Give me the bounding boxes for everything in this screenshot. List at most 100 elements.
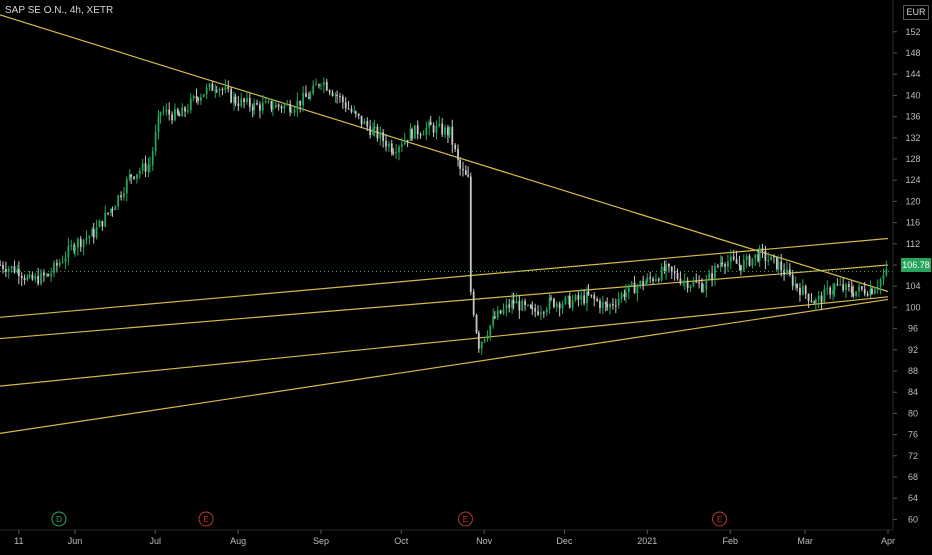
candle-body: [138, 170, 141, 175]
trendline[interactable]: [0, 0, 889, 293]
candle-body: [869, 288, 872, 296]
candle-body: [804, 285, 807, 294]
earnings-marker[interactable]: [457, 511, 473, 527]
candle-body: [845, 284, 847, 291]
candle-body: [574, 295, 577, 301]
candle-body: [545, 309, 548, 313]
candle-body: [215, 90, 218, 92]
candle-body: [184, 107, 186, 112]
candle-body: [714, 265, 716, 280]
candle-body: [409, 129, 412, 141]
time-tick-label: Sep: [313, 536, 329, 546]
candle-body: [742, 259, 745, 271]
candle-body: [568, 296, 571, 308]
trendline[interactable]: [0, 237, 889, 319]
candle-body: [400, 144, 403, 147]
candle-body: [120, 195, 122, 198]
candle-body: [88, 236, 91, 238]
candle-body: [98, 220, 101, 228]
candle-body: [596, 299, 598, 301]
candle-body: [850, 286, 853, 293]
candle-body: [553, 298, 555, 307]
candle-body: [110, 208, 112, 213]
trendline[interactable]: [0, 264, 889, 340]
candle-body: [451, 126, 454, 145]
candle-body: [537, 311, 539, 315]
candle-body: [475, 314, 478, 333]
candle-body: [151, 151, 154, 165]
candle-body: [441, 123, 444, 135]
candle-body: [411, 129, 413, 139]
price-tick-label: 124: [905, 175, 920, 185]
candle-body: [583, 295, 586, 304]
candle-body: [114, 206, 117, 211]
candle-body: [512, 300, 515, 304]
price-tick-label: 84: [908, 387, 918, 397]
candle-body: [444, 127, 446, 135]
candle-body: [876, 286, 879, 290]
candle-body: [274, 104, 277, 108]
candle-body: [767, 260, 770, 262]
candle-body: [477, 332, 480, 349]
dividend-marker[interactable]: [51, 511, 67, 527]
candle-body: [649, 277, 652, 279]
candle-body: [483, 339, 486, 342]
candle-body: [833, 284, 836, 291]
candle-body: [354, 111, 357, 114]
candle-body: [673, 271, 676, 273]
candle-body: [328, 90, 331, 93]
candle-body: [721, 262, 724, 265]
candle-body: [144, 163, 147, 172]
candle-body: [47, 274, 50, 277]
price-tick-label: 100: [905, 302, 920, 312]
candle-body: [64, 258, 67, 262]
candle-body: [331, 92, 334, 96]
price-tick-label: 132: [905, 133, 920, 143]
candle-body: [810, 300, 813, 302]
candle-body: [863, 289, 866, 294]
currency-label[interactable]: EUR: [903, 5, 929, 20]
candle-body: [745, 255, 748, 260]
candle-body: [871, 288, 873, 294]
candle-body: [101, 220, 104, 227]
candle-body: [369, 126, 372, 135]
candle-body: [839, 284, 842, 286]
earnings-marker[interactable]: [198, 511, 214, 527]
candle-body: [360, 115, 363, 125]
candle-body: [735, 259, 738, 264]
dividend-marker-label: D: [56, 515, 62, 524]
candle-body: [777, 261, 780, 270]
candle-body: [873, 289, 876, 294]
candle-body: [515, 301, 518, 304]
price-tick-label: 152: [905, 27, 920, 37]
candle-body: [623, 293, 626, 297]
candle-body: [657, 279, 660, 281]
candle-body: [256, 102, 258, 105]
candle-body: [727, 261, 729, 267]
candle-body: [732, 256, 735, 260]
candle-body: [283, 105, 286, 109]
candle-body: [708, 273, 711, 280]
candle-body: [590, 294, 593, 296]
earnings-marker[interactable]: [712, 511, 728, 527]
candle-body: [95, 227, 98, 238]
candle-body: [104, 212, 107, 227]
candle-body: [599, 300, 601, 308]
candle-body: [761, 248, 764, 251]
candle-body: [609, 304, 611, 308]
candle-body: [796, 283, 798, 288]
trendline[interactable]: [0, 296, 889, 387]
earnings-marker-label: E: [717, 515, 722, 524]
candle-body: [416, 125, 419, 135]
candle-body: [832, 290, 834, 295]
trendline[interactable]: [0, 298, 889, 435]
candle-body: [783, 270, 786, 275]
candle-body: [253, 102, 256, 111]
price-tick-label: 120: [905, 196, 920, 206]
candle-body: [323, 81, 325, 86]
candle-body: [527, 304, 529, 306]
time-axis[interactable]: 11 Jun Jul Aug Sep Oct Nov Dec 2021 Feb Mar Apr: [14, 530, 895, 546]
price-tick-label: 64: [908, 493, 918, 503]
